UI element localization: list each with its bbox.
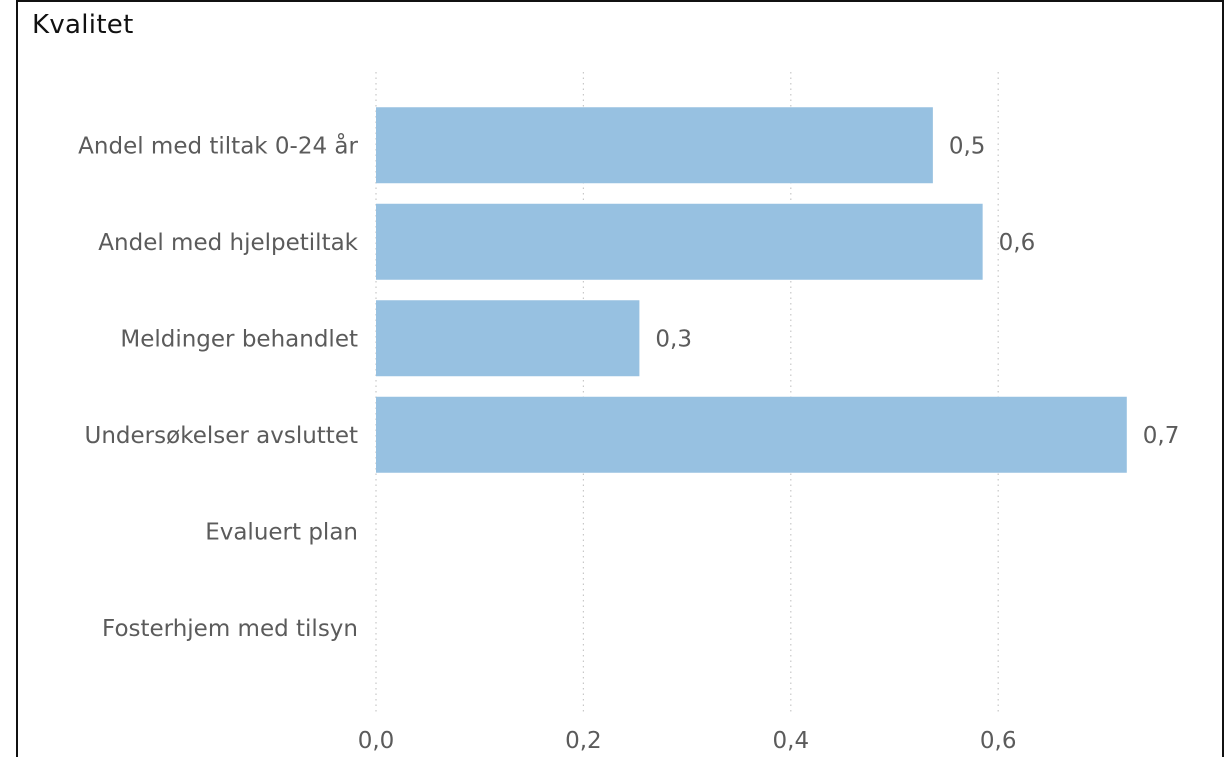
bar [376,107,933,184]
bar [376,300,640,377]
x-tick-label: 0,2 [565,728,602,754]
data-label: 0,6 [999,230,1036,256]
data-label: 0,3 [655,326,692,352]
bar [376,396,1127,473]
category-label: Andel med tiltak 0-24 år [78,131,358,159]
x-tick-label: 0,6 [980,728,1017,754]
bar [376,203,983,280]
category-label: Evaluert plan [205,519,358,545]
category-label: Undersøkelser avsluttet [85,423,358,449]
x-tick-label: 0,4 [773,728,810,754]
category-label: Fosterhjem med tilsyn [102,616,358,642]
category-label: Andel med hjelpetiltak [98,230,358,256]
category-label: Meldinger behandlet [120,326,358,352]
data-label: 0,7 [1143,423,1180,449]
x-tick-label: 0,0 [358,728,395,754]
chart-title: Kvalitet [32,10,134,40]
data-label: 0,5 [949,133,986,159]
